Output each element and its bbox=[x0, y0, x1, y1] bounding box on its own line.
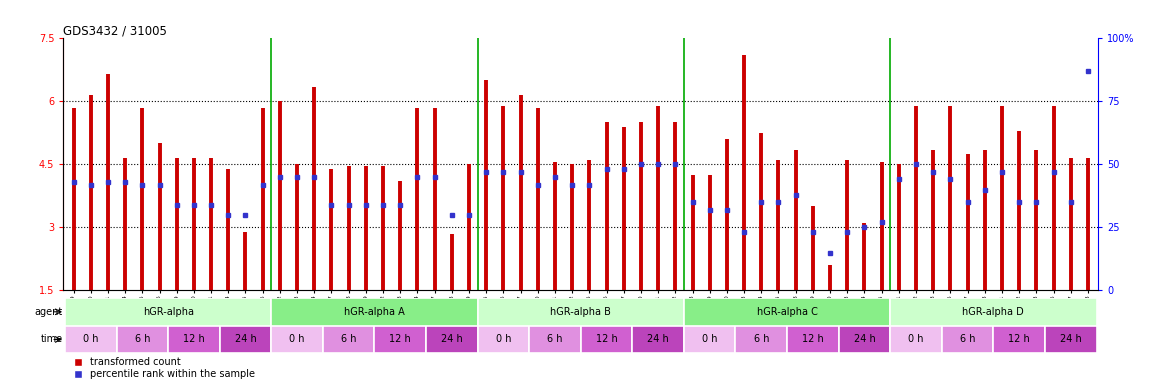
Bar bbox=[684, 298, 890, 326]
Text: 12 h: 12 h bbox=[1009, 334, 1030, 344]
Text: 12 h: 12 h bbox=[802, 334, 823, 344]
Text: GDS3432 / 31005: GDS3432 / 31005 bbox=[63, 24, 167, 37]
Bar bbox=[477, 298, 684, 326]
Bar bbox=[168, 326, 220, 353]
Bar bbox=[838, 326, 890, 353]
Bar bbox=[64, 326, 116, 353]
Text: 0 h: 0 h bbox=[290, 334, 305, 344]
Legend: transformed count, percentile rank within the sample: transformed count, percentile rank withi… bbox=[68, 357, 255, 379]
Text: hGR-alpha A: hGR-alpha A bbox=[344, 307, 405, 317]
Text: 0 h: 0 h bbox=[83, 334, 99, 344]
Bar bbox=[890, 298, 1097, 326]
Bar bbox=[942, 326, 994, 353]
Bar bbox=[632, 326, 684, 353]
Bar bbox=[994, 326, 1045, 353]
Text: 6 h: 6 h bbox=[960, 334, 975, 344]
Bar bbox=[116, 326, 168, 353]
Text: 0 h: 0 h bbox=[908, 334, 923, 344]
Bar bbox=[1045, 326, 1097, 353]
Bar bbox=[323, 326, 375, 353]
Text: 12 h: 12 h bbox=[183, 334, 205, 344]
Text: 24 h: 24 h bbox=[647, 334, 669, 344]
Bar bbox=[890, 326, 942, 353]
Text: hGR-alpha C: hGR-alpha C bbox=[757, 307, 818, 317]
Bar bbox=[271, 326, 323, 353]
Text: 24 h: 24 h bbox=[1060, 334, 1082, 344]
Text: 24 h: 24 h bbox=[853, 334, 875, 344]
Text: 6 h: 6 h bbox=[135, 334, 151, 344]
Bar bbox=[477, 326, 529, 353]
Bar bbox=[529, 326, 581, 353]
Text: hGR-alpha: hGR-alpha bbox=[143, 307, 193, 317]
Bar bbox=[787, 326, 838, 353]
Bar bbox=[220, 326, 271, 353]
Text: 24 h: 24 h bbox=[235, 334, 256, 344]
Bar bbox=[581, 326, 632, 353]
Text: agent: agent bbox=[34, 307, 63, 317]
Bar bbox=[426, 326, 477, 353]
Text: 12 h: 12 h bbox=[596, 334, 618, 344]
Bar bbox=[684, 326, 736, 353]
Bar bbox=[271, 298, 477, 326]
Bar bbox=[375, 326, 426, 353]
Text: hGR-alpha D: hGR-alpha D bbox=[963, 307, 1025, 317]
Text: 6 h: 6 h bbox=[547, 334, 562, 344]
Text: time: time bbox=[40, 334, 63, 344]
Text: 12 h: 12 h bbox=[390, 334, 411, 344]
Text: 24 h: 24 h bbox=[440, 334, 462, 344]
Text: 0 h: 0 h bbox=[702, 334, 718, 344]
Text: 6 h: 6 h bbox=[340, 334, 356, 344]
Text: 0 h: 0 h bbox=[496, 334, 511, 344]
Text: hGR-alpha B: hGR-alpha B bbox=[551, 307, 611, 317]
Bar bbox=[64, 298, 271, 326]
Text: 6 h: 6 h bbox=[753, 334, 769, 344]
Bar bbox=[736, 326, 787, 353]
